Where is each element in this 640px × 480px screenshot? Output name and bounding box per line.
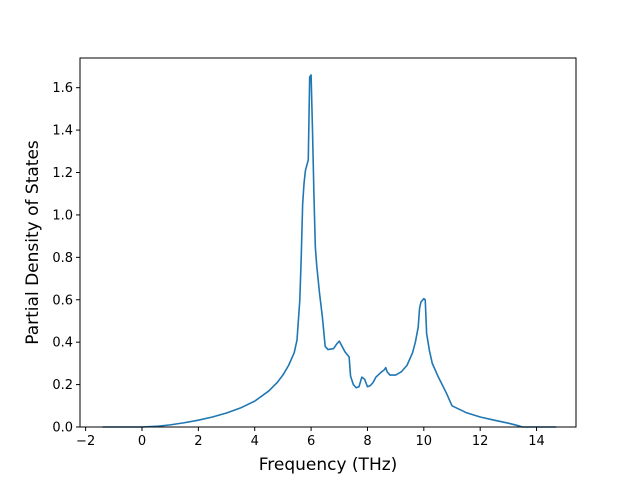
y-tick-label: 1.4 bbox=[52, 124, 73, 139]
y-tick-label: 0.6 bbox=[52, 293, 73, 308]
x-tick-label: 8 bbox=[363, 434, 371, 449]
x-tick-label: 4 bbox=[251, 434, 259, 449]
y-tick-label: 1.2 bbox=[52, 166, 73, 181]
x-tick-label: 14 bbox=[528, 434, 545, 449]
series-line-0 bbox=[102, 74, 557, 428]
x-tick-label: 6 bbox=[307, 434, 315, 449]
x-tick-label: 10 bbox=[416, 434, 433, 449]
axes-frame bbox=[79, 57, 577, 428]
y-tick-label: 0.4 bbox=[52, 336, 73, 351]
x-tick-label: −2 bbox=[76, 434, 95, 449]
y-tick-label: 1.0 bbox=[52, 208, 73, 223]
y-axis-label: Partial Density of States bbox=[23, 140, 43, 345]
x-tick-label: 0 bbox=[138, 434, 146, 449]
y-tick-label: 0.2 bbox=[52, 378, 73, 393]
x-tick-label: 2 bbox=[194, 434, 202, 449]
y-tick-label: 0.8 bbox=[52, 251, 73, 266]
x-tick-label: 12 bbox=[472, 434, 489, 449]
y-tick-label: 0.0 bbox=[52, 421, 73, 436]
x-axis-label: Frequency (THz) bbox=[259, 455, 398, 475]
y-tick-label: 1.6 bbox=[52, 81, 73, 96]
